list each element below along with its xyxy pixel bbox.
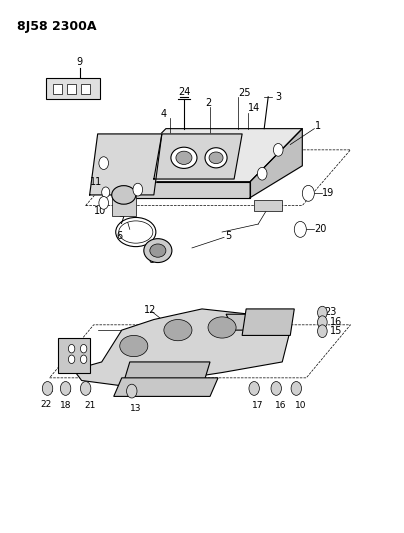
Text: 13: 13 [130,403,141,413]
Text: 8: 8 [149,255,155,265]
Text: 17: 17 [252,401,264,410]
Polygon shape [114,378,218,397]
Text: 4: 4 [161,109,167,119]
Polygon shape [74,309,290,386]
Ellipse shape [144,239,172,263]
Polygon shape [112,195,136,216]
Ellipse shape [176,151,192,165]
Text: 3: 3 [275,92,281,102]
Text: 16: 16 [330,317,343,327]
Text: 22: 22 [40,400,51,409]
Polygon shape [114,182,250,198]
Circle shape [80,344,87,353]
Polygon shape [57,338,90,373]
Text: 12: 12 [144,305,156,315]
Text: 14: 14 [248,103,260,114]
Polygon shape [90,134,162,195]
Polygon shape [114,128,302,182]
Text: 25: 25 [238,87,250,98]
Circle shape [291,382,301,395]
Circle shape [42,382,53,395]
Circle shape [257,167,267,180]
Text: 10: 10 [295,401,306,410]
Text: 21: 21 [84,401,95,410]
Circle shape [99,197,109,209]
Circle shape [249,382,259,395]
Text: 5: 5 [225,231,231,241]
Polygon shape [250,128,302,198]
Circle shape [294,221,306,237]
Circle shape [126,384,137,398]
Ellipse shape [171,147,197,168]
Text: 11: 11 [90,176,102,187]
Polygon shape [242,309,294,335]
Circle shape [99,157,109,169]
Circle shape [133,183,143,196]
Polygon shape [46,78,100,100]
Circle shape [68,355,75,364]
Ellipse shape [205,148,227,168]
Polygon shape [226,314,282,330]
Text: 10: 10 [94,206,106,216]
Ellipse shape [112,185,136,204]
Text: 6: 6 [117,231,123,241]
Bar [81,84,90,94]
Text: 19: 19 [322,188,335,198]
Text: 9: 9 [77,58,83,67]
Ellipse shape [150,244,166,257]
Text: 18: 18 [60,401,72,410]
Text: 8J58 2300A: 8J58 2300A [17,20,97,33]
Circle shape [102,187,110,198]
Ellipse shape [164,319,192,341]
Bar [67,84,76,94]
Circle shape [318,325,327,337]
Text: 1: 1 [315,121,322,131]
Polygon shape [122,362,210,389]
Polygon shape [154,134,242,179]
Ellipse shape [120,335,148,357]
Text: 20: 20 [314,224,326,235]
Circle shape [302,185,314,201]
Text: 23: 23 [324,306,337,317]
Ellipse shape [208,317,236,338]
Circle shape [318,306,327,319]
Circle shape [80,382,91,395]
Circle shape [271,382,282,395]
Text: 24: 24 [178,86,190,96]
Circle shape [318,316,327,328]
Text: 15: 15 [330,326,343,336]
Circle shape [274,143,283,156]
Polygon shape [254,200,282,211]
Circle shape [60,382,71,395]
Circle shape [80,355,87,364]
Text: 2: 2 [205,98,211,108]
Circle shape [68,344,75,353]
Bar [53,84,62,94]
Ellipse shape [209,152,223,164]
Text: 7: 7 [119,216,125,227]
Text: 16: 16 [274,401,286,410]
